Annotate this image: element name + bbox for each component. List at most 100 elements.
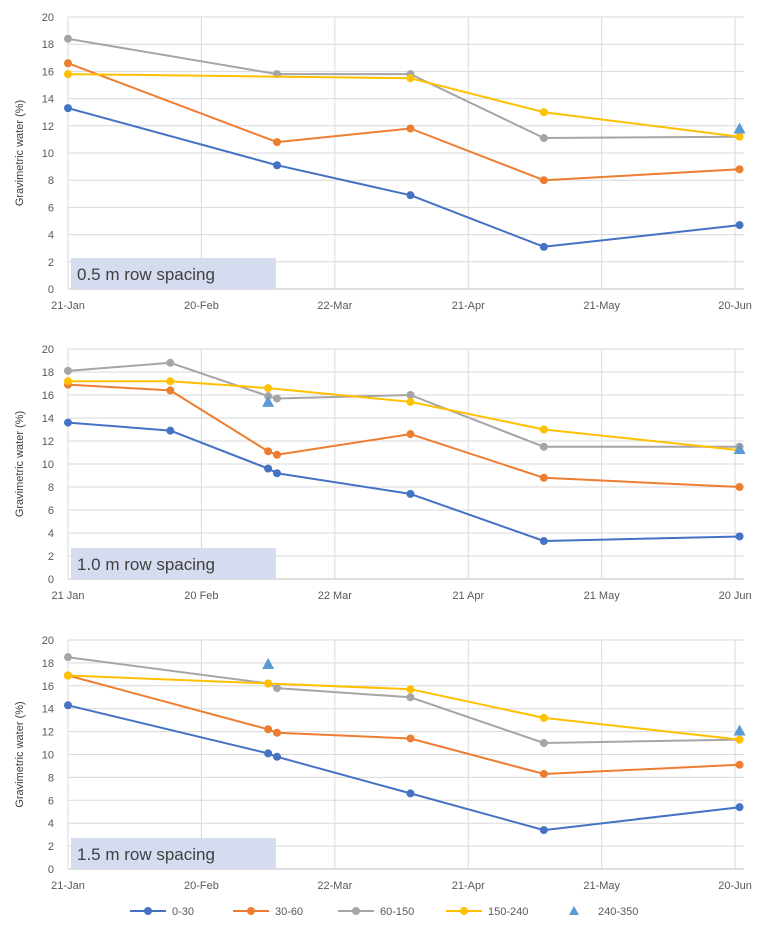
x-tick-label: 21-Apr [452,300,485,312]
series-0-30 [64,418,744,546]
data-point [406,391,415,399]
y-tick-label: 10 [42,459,54,471]
x-tick-label: 20-Feb [184,300,219,312]
x-tick-label: 21-May [583,880,620,892]
y-tick-label: 18 [42,39,54,51]
y-tick-label: 8 [48,175,54,187]
y-tick-label: 18 [42,658,54,670]
x-tick-label: 21-Jan [51,300,85,312]
legend-label: 0-30 [172,906,194,918]
y-tick-label: 14 [42,94,54,106]
x-tick-label: 20-Feb [184,880,219,892]
legend-marker-triangle [569,906,579,915]
series-line [67,383,740,488]
y-tick-label: 10 [42,750,54,762]
x-tick-label: 22-Mar [317,300,352,312]
x-tick-label: 22 Mar [318,590,353,602]
legend-marker [352,907,360,915]
data-point [264,725,273,734]
badge-background [71,548,276,579]
y-tick-label: 12 [42,436,54,448]
data-point [539,826,548,835]
series-line [67,656,740,744]
legend-label: 60-150 [380,906,414,918]
data-point-triangle [262,658,275,670]
y-tick-label: 8 [48,482,54,494]
data-point [273,394,282,403]
badge-label: 0.5 m row spacing [77,265,215,284]
data-point [539,769,548,778]
y-tick-label: 12 [42,727,54,739]
data-point-triangle [733,724,746,736]
data-point [64,671,72,680]
legend-marker [247,907,255,915]
data-point [406,397,415,406]
data-point [166,426,175,435]
data-point [273,138,282,147]
data-point [539,739,548,748]
y-tick-label: 0 [48,574,54,586]
data-point [64,377,72,386]
badge-background [71,258,276,289]
series-line [68,380,740,452]
series-0-30 [64,104,744,251]
chart-panel-2: 0 2 4 6 8 10 12 14 16 18 20 21 Jan 20 Feb 22 Mar 21 Ap… [14,344,752,602]
data-point [273,752,282,761]
y-tick-label: 2 [48,841,54,853]
data-point [539,134,548,143]
legend-item-240-350: 240-350 [569,906,638,918]
legend-item-60-150: 60-150 [338,906,414,918]
data-point [539,473,548,482]
x-tick-label: 20-Jun [718,300,752,312]
data-point [166,377,175,386]
series-240-350 [262,658,746,736]
y-tick-label: 20 [42,635,54,647]
data-point [273,161,282,170]
data-point [539,108,548,117]
data-point [273,450,282,459]
data-point [273,728,282,737]
data-point [264,384,273,393]
data-point [539,442,548,451]
data-point [264,464,273,473]
series-line [67,704,740,832]
series-150-240 [64,70,744,141]
y-tick-label: 16 [42,66,54,78]
data-point [735,221,744,230]
data-point-triangle [262,395,275,407]
data-point [735,165,744,174]
data-point [264,749,273,758]
data-point [735,532,744,541]
y-tick-label: 6 [48,795,54,807]
data-point [64,59,72,68]
data-point [539,242,548,251]
row-spacing-badge: 1.0 m row spacing [71,548,276,579]
series-150-240 [64,377,744,455]
legend-item-0-30: 0-30 [130,906,194,918]
y-tick-label: 14 [42,413,54,425]
y-tick-label: 18 [42,367,54,379]
data-point [406,693,415,702]
legend-item-150-240: 150-240 [446,906,528,918]
data-point [64,104,72,113]
data-point [64,34,72,43]
y-tick-label: 16 [42,390,54,402]
legend-item-30-60: 30-60 [233,906,303,918]
data-point [64,653,72,662]
data-point [735,760,744,769]
series-240-350 [262,395,746,455]
series-30-60 [64,59,744,185]
y-tick-label: 16 [42,681,54,693]
chart-panel-3: 0 2 4 6 8 10 12 14 16 18 20 21-Jan 20-Feb 22-Mar 21-Ap… [14,635,752,892]
x-tick-label: 21-Jan [51,880,85,892]
data-point [406,430,415,439]
data-point [406,489,415,498]
x-tick-label: 21-Apr [452,880,485,892]
row-spacing-badge: 1.5 m row spacing [71,838,276,869]
data-point [735,803,744,812]
row-spacing-badge: 0.5 m row spacing [71,258,276,289]
data-point-triangle [733,443,746,455]
data-point [735,483,744,491]
data-point [406,74,415,83]
